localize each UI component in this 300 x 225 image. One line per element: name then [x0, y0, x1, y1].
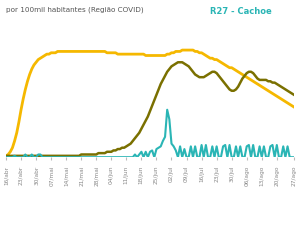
Text: por 100mil habitantes (Região COVID): por 100mil habitantes (Região COVID)	[6, 7, 144, 13]
Text: R27 - Cachoe: R27 - Cachoe	[210, 7, 272, 16]
